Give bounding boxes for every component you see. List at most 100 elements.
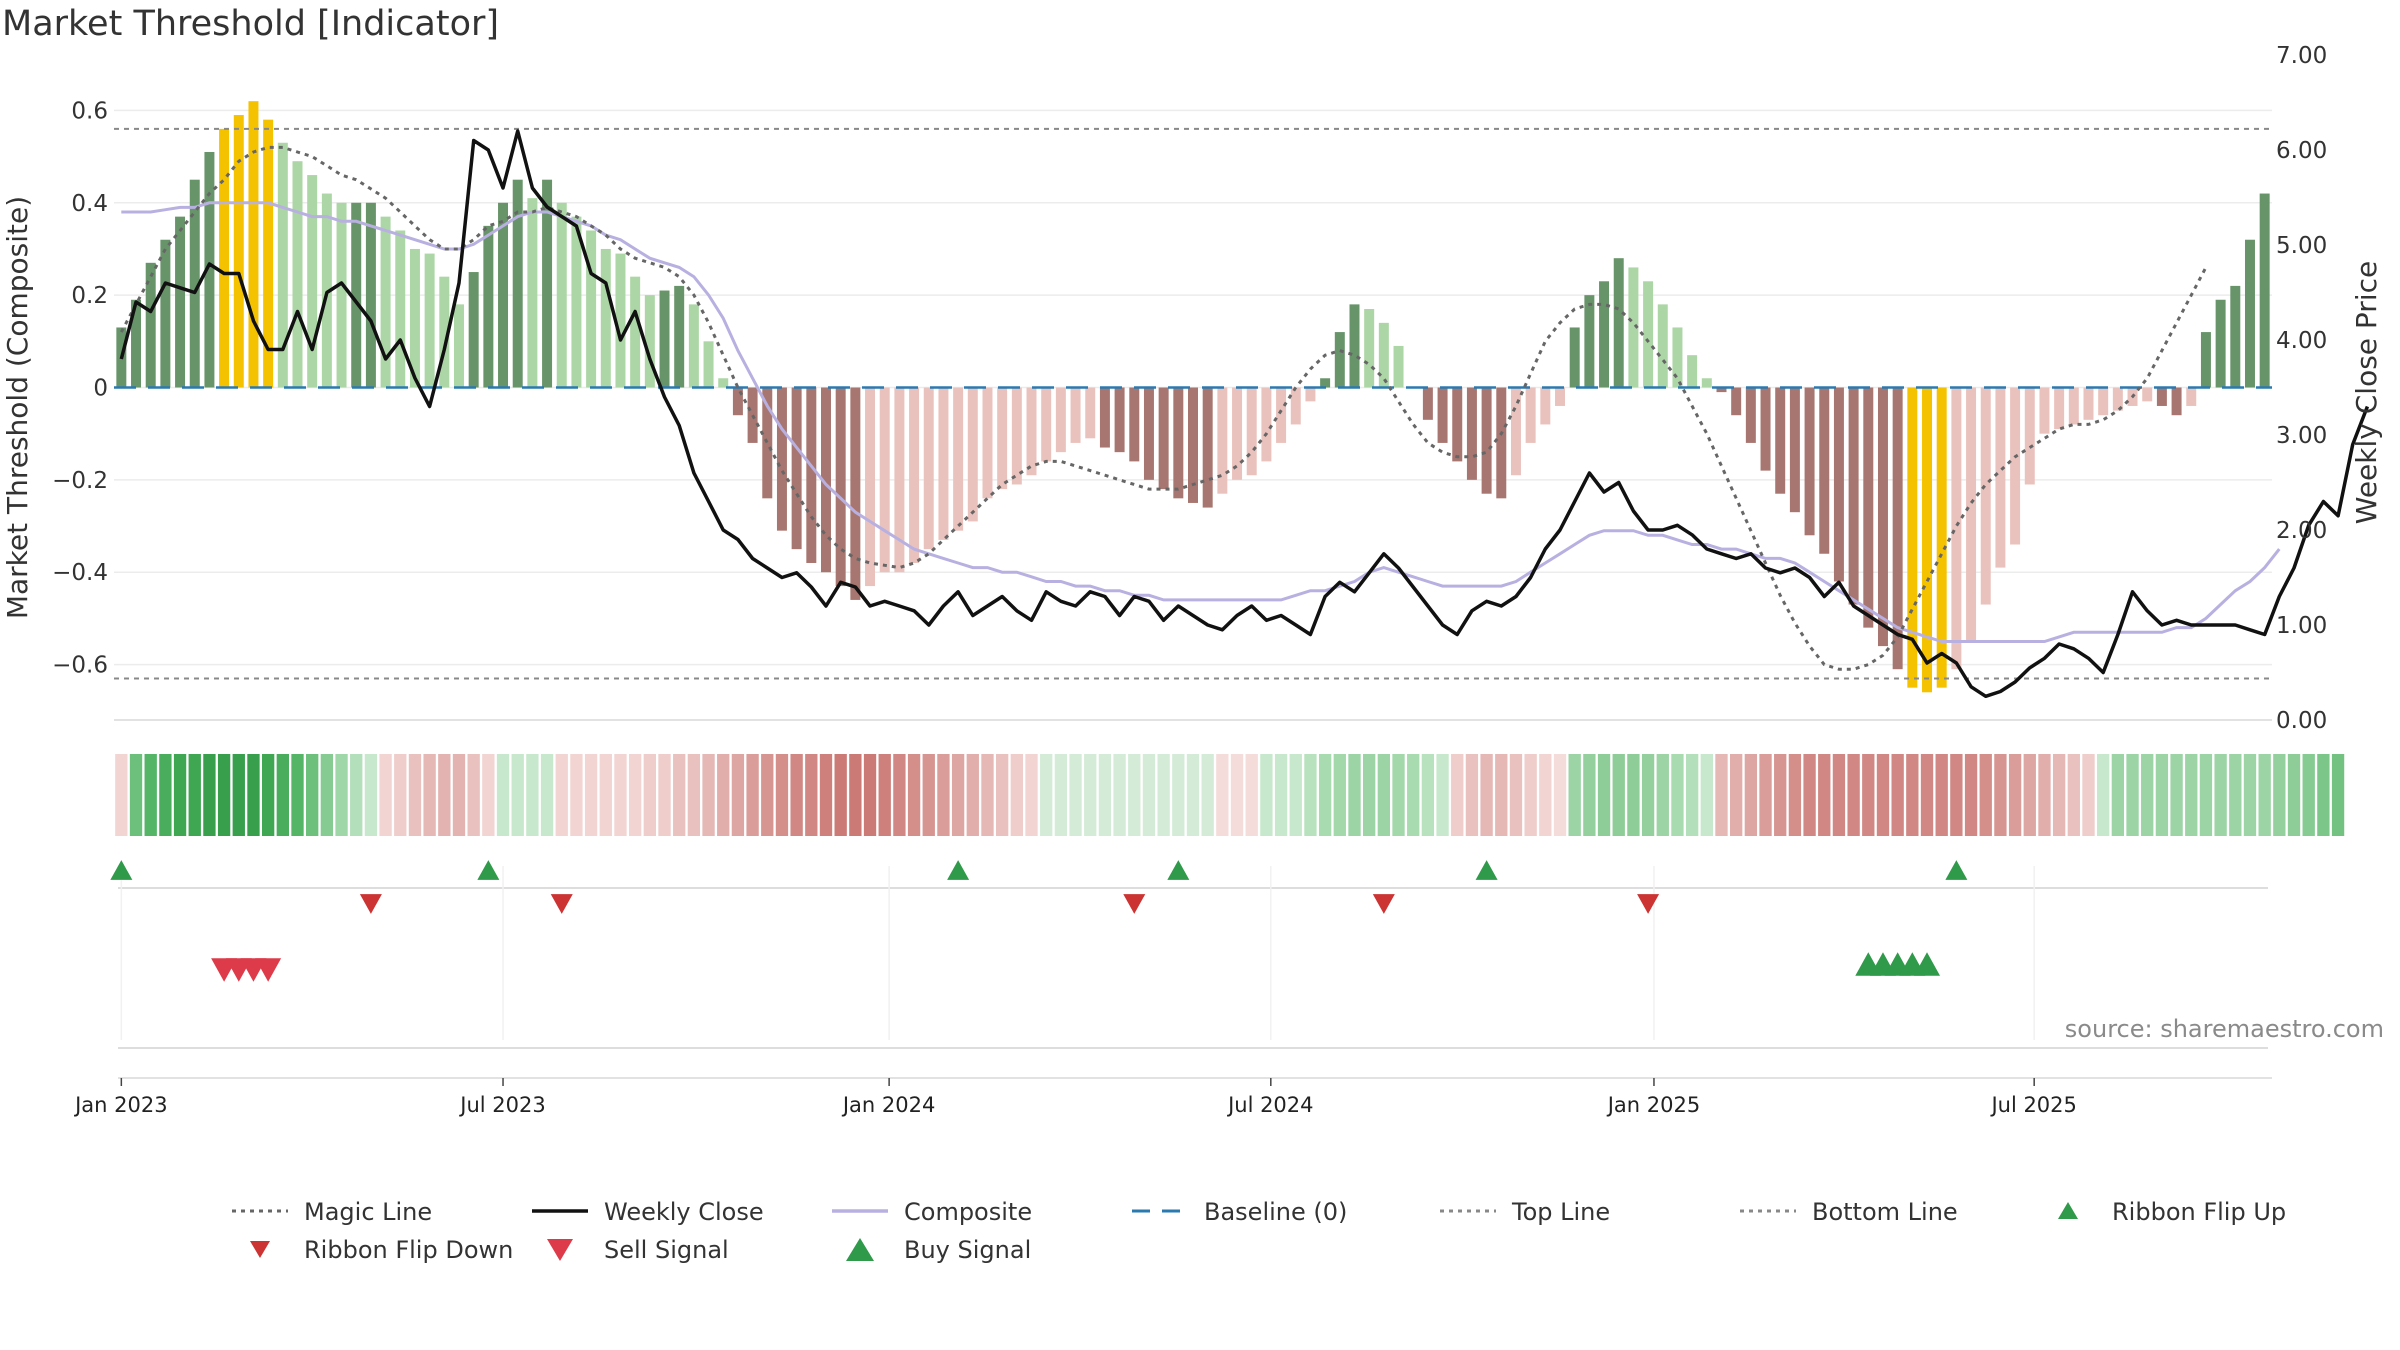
- x-tick-label: Jul 2024: [1226, 1093, 1313, 1117]
- composite-bar: [468, 272, 479, 388]
- composite-bar: [1099, 387, 1110, 448]
- composite-bar: [1276, 387, 1287, 443]
- ribbon-cell: [981, 754, 994, 836]
- ribbon-cell: [1539, 754, 1552, 836]
- magic-line: [119, 145, 2208, 671]
- legend-label: Sell Signal: [604, 1236, 729, 1264]
- legend-item: Weekly Close: [530, 1198, 764, 1226]
- ribbon-cell: [863, 754, 877, 836]
- composite-bar: [1466, 387, 1477, 480]
- composite-bar: [1584, 295, 1595, 388]
- ribbon-cell: [555, 754, 568, 836]
- ribbon-cell: [907, 754, 921, 836]
- ribbon-cell: [922, 754, 935, 836]
- composite-bar: [365, 202, 376, 388]
- composite-bar: [1555, 387, 1565, 406]
- legend-label: Buy Signal: [904, 1236, 1032, 1264]
- legend-item: Baseline (0): [1130, 1198, 1347, 1226]
- ribbon-cell: [1935, 754, 1948, 836]
- ribbon-flip-up-marker: [1945, 860, 1968, 880]
- ribbon-cell: [261, 754, 275, 836]
- ribbon-cell: [1671, 754, 1684, 836]
- ribbon-cell: [1098, 754, 1112, 836]
- composite-bar: [453, 304, 464, 388]
- ribbon-cell: [1509, 754, 1523, 836]
- composite-bar: [1481, 387, 1492, 494]
- composite-bar: [1452, 387, 1463, 462]
- composite-bar: [1745, 387, 1756, 443]
- y2-axis-title: Weekly Close Price: [2350, 261, 2383, 524]
- composite-bar: [923, 387, 934, 550]
- ribbon-cell: [482, 754, 495, 836]
- ribbon-cell: [1348, 754, 1361, 836]
- ribbon-flip-down-marker: [550, 894, 573, 914]
- composite-bar: [2244, 239, 2255, 388]
- composite-bar: [131, 299, 142, 388]
- legend-swatch: [1132, 1209, 1188, 1213]
- ribbon-cell: [247, 754, 260, 836]
- composite-bar: [953, 387, 964, 531]
- ribbon-cell: [1641, 754, 1655, 836]
- ribbon-cell: [584, 754, 598, 836]
- composite-bar: [1731, 387, 1742, 416]
- composite-bar: [1672, 327, 1683, 388]
- composite-bar: [1863, 387, 1874, 628]
- ribbon-cell: [599, 754, 612, 836]
- ribbon-cell: [1524, 754, 1537, 836]
- ribbon-cell: [1656, 754, 1669, 836]
- legend-item: Top Line: [1438, 1198, 1610, 1226]
- composite-bar: [409, 248, 420, 388]
- composite-bar: [1789, 387, 1800, 513]
- legend-swatch: [832, 1209, 888, 1213]
- ribbon-cell: [1979, 754, 1992, 836]
- ribbon-cell: [129, 754, 143, 836]
- composite-bar: [1158, 387, 1169, 490]
- composite-bar: [1143, 387, 1154, 480]
- ribbon-cell: [643, 754, 656, 836]
- composite-bar: [600, 248, 611, 388]
- ribbon-cell: [658, 754, 671, 836]
- composite-bar: [145, 262, 156, 388]
- composite-bar: [644, 295, 655, 388]
- composite-bar: [1760, 387, 1771, 471]
- legend-swatch: [1740, 1209, 1796, 1213]
- ribbon-cell: [1084, 754, 1097, 836]
- composite-bar: [204, 151, 215, 388]
- ribbon-cell: [1495, 754, 1508, 836]
- ribbon-cell: [1362, 754, 1376, 836]
- composite-bar: [439, 276, 450, 388]
- reference-lines: [114, 127, 2272, 680]
- ribbon-cell: [1774, 754, 1787, 836]
- ribbon-cell: [335, 754, 348, 836]
- ribbon-flip-up-marker: [947, 860, 970, 880]
- composite-bar: [1496, 387, 1507, 499]
- ribbon-cell: [203, 754, 216, 836]
- composite-bar: [2156, 387, 2167, 406]
- legend-label: Weekly Close: [604, 1198, 764, 1226]
- ribbon-strip: [115, 754, 2345, 836]
- ribbon-cell: [849, 754, 862, 836]
- ribbon-cell: [951, 754, 965, 836]
- composite-bar: [1848, 387, 1859, 605]
- ribbon-cell: [1876, 754, 1890, 836]
- composite-bar: [806, 387, 817, 563]
- composite-bar: [277, 142, 288, 388]
- composite-bar: [175, 216, 186, 388]
- ribbon-cell: [364, 754, 378, 836]
- composite-bar: [1892, 387, 1903, 670]
- composite-bar: [850, 387, 861, 600]
- axes: 0.6 0.4 0.2 0 −0.2 −0.4 −0.6 7.00 6.00 5.00 4.00 3.…: [1, 43, 2383, 734]
- ribbon-cell: [1128, 754, 1141, 836]
- ribbon-cell: [496, 754, 510, 836]
- ribbon-cell: [2199, 754, 2213, 836]
- ribbon-cell: [2052, 754, 2066, 836]
- ribbon-cell: [306, 754, 319, 836]
- composite-bar: [1540, 387, 1551, 425]
- ribbon-cell: [2155, 754, 2169, 836]
- y-tick-label: −0.2: [52, 468, 108, 494]
- composite-bar: [512, 179, 523, 388]
- ribbon-cell: [2258, 754, 2271, 836]
- composite-bar: [1334, 332, 1345, 388]
- composite-bar: [1261, 387, 1272, 462]
